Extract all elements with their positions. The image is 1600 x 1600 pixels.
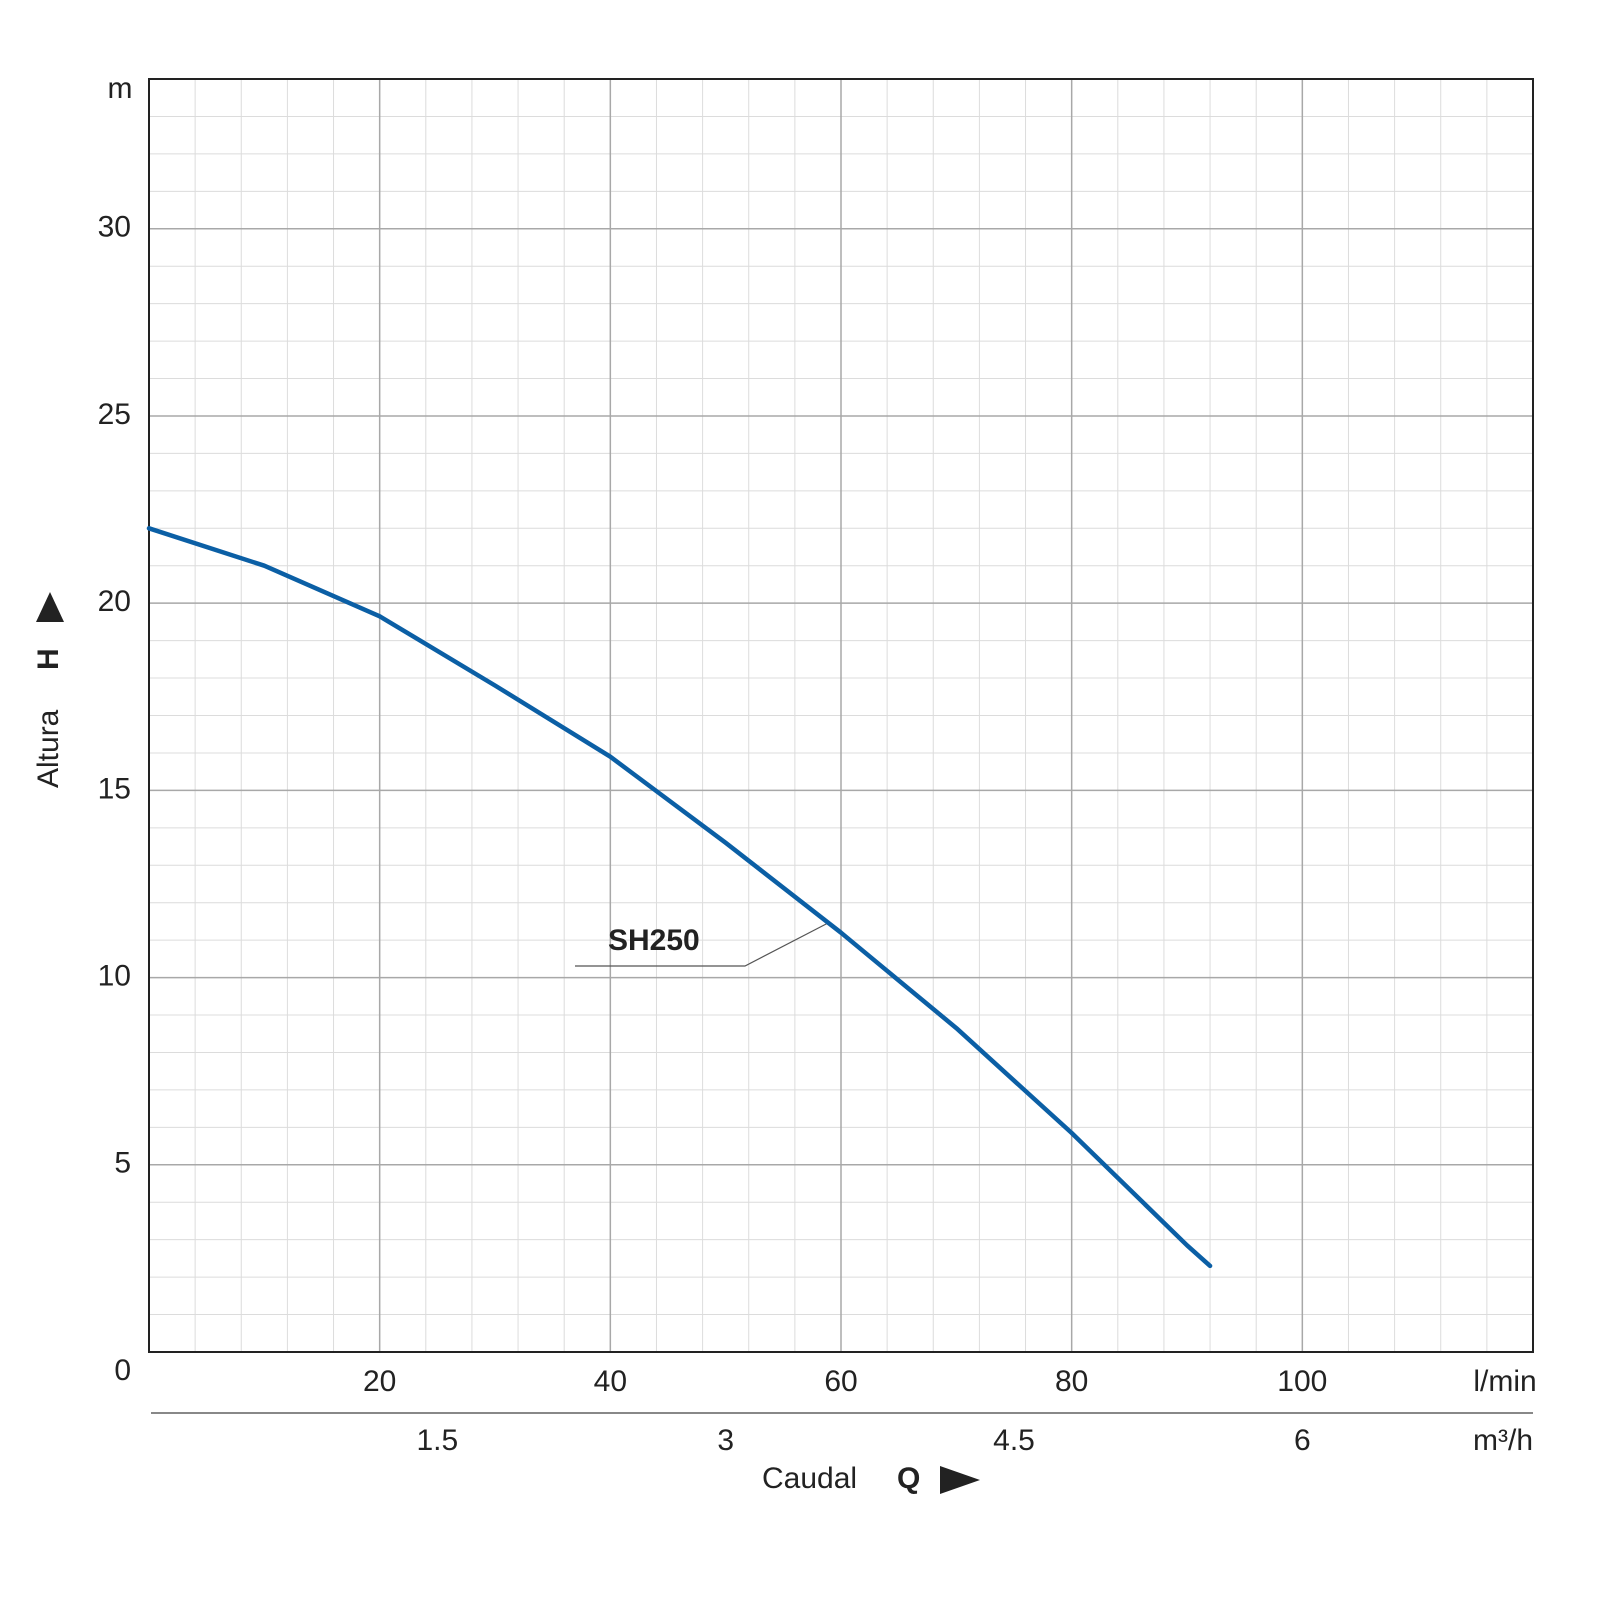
y-unit: m [108,72,133,105]
leader-line [575,921,831,967]
x2-unit: m³/h [1473,1424,1533,1457]
x-label: Caudal [762,1462,857,1495]
arrow [36,592,64,622]
y-axis-title: Altura H [32,592,65,788]
x-tick-label: 40 [594,1365,627,1398]
x-tick-label: 60 [824,1365,857,1398]
x2-tick-label: 3 [717,1424,734,1457]
x2-tick-label: 6 [1294,1424,1311,1457]
x-tick-label: 20 [363,1365,396,1398]
y-tick-label: 10 [98,960,131,993]
x-tick-label: 80 [1055,1365,1088,1398]
y-tick-label: 0 [114,1354,131,1387]
arrow [940,1466,980,1494]
y-tick-label: 20 [98,585,131,618]
y-label: Altura [32,709,65,788]
y-symbol: H [32,648,65,670]
y-tick-label: 5 [114,1147,131,1180]
y-tick-label: 25 [98,398,131,431]
series-label: SH250 [608,924,700,957]
curve [146,526,1213,1269]
x2-tick-label: 1.5 [416,1424,458,1457]
x-unit: l/min [1473,1365,1536,1398]
plot-frame [148,78,1534,1353]
grid [149,79,1533,1352]
x-symbol: Q [897,1462,920,1495]
y-tick-label: 30 [98,211,131,244]
x2-tick-label: 4.5 [993,1424,1035,1457]
y-tick-label: 15 [98,772,131,805]
x-tick-label: 100 [1277,1365,1327,1398]
